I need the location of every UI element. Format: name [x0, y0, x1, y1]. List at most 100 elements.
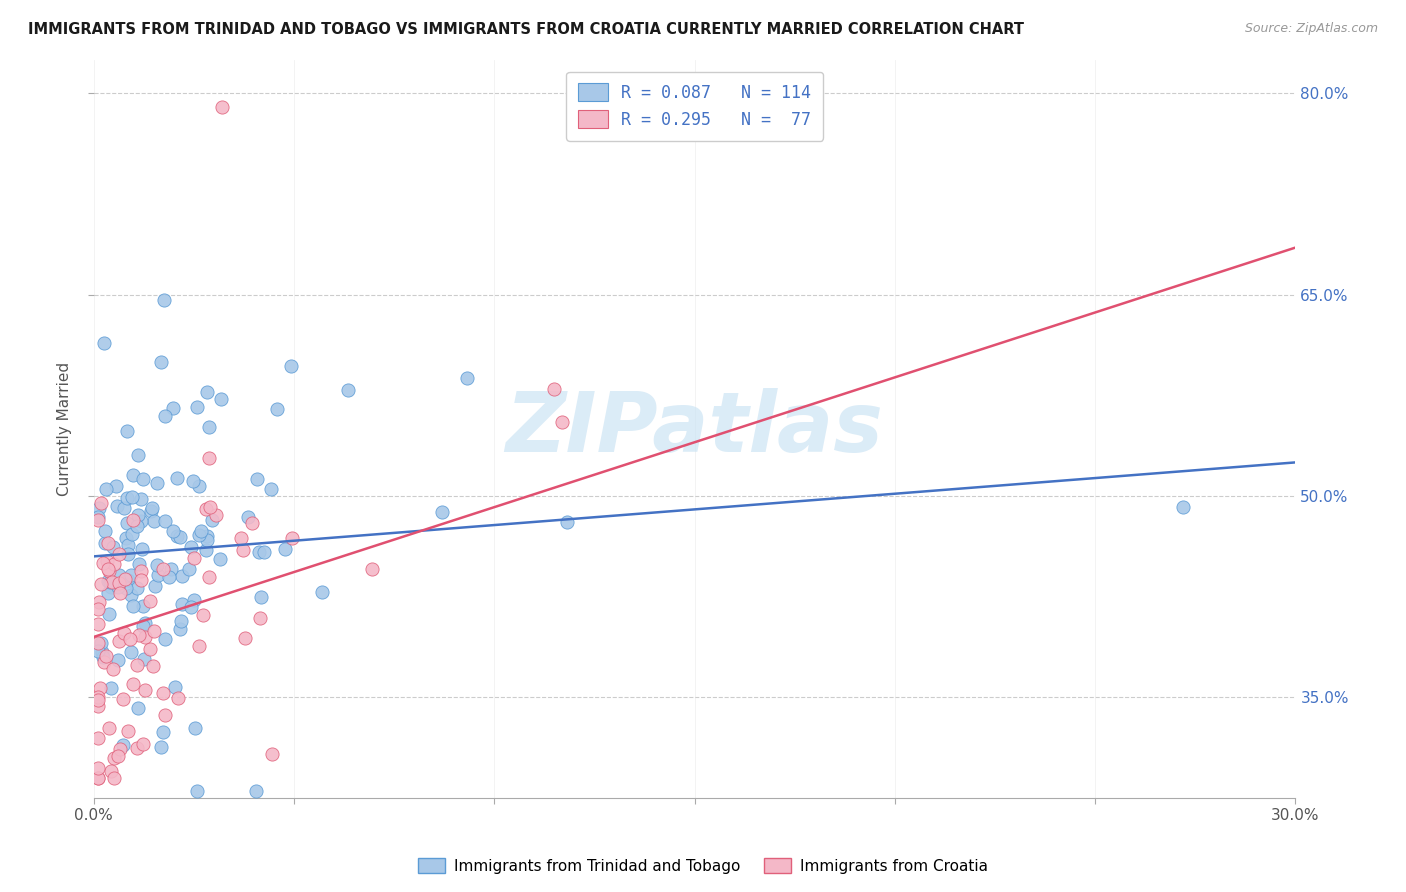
Point: [1173, 500, 1195, 514]
Legend: Immigrants from Trinidad and Tobago, Immigrants from Croatia: Immigrants from Trinidad and Tobago, Imm…: [412, 852, 994, 880]
Point: [543, 382, 565, 396]
Point: [152, 562, 174, 576]
Point: [201, 513, 224, 527]
Point: [131, 599, 153, 613]
Point: [103, 771, 125, 785]
Legend: R = 0.087   N = 114, R = 0.295   N =  77: R = 0.087 N = 114, R = 0.295 N = 77: [567, 71, 823, 141]
Point: [120, 567, 142, 582]
Point: [186, 784, 208, 798]
Y-axis label: Currently Married: Currently Married: [58, 362, 72, 496]
Text: Source: ZipAtlas.com: Source: ZipAtlas.com: [1244, 22, 1378, 36]
Point: [101, 540, 124, 554]
Point: [139, 641, 162, 656]
Point: [97, 721, 120, 735]
Point: [120, 588, 142, 602]
Point: [86, 690, 108, 704]
Point: [86, 510, 108, 524]
Point: [170, 597, 193, 611]
Point: [170, 614, 193, 628]
Point: [86, 617, 108, 632]
Point: [97, 536, 120, 550]
Point: [86, 731, 108, 745]
Point: [101, 662, 124, 676]
Point: [94, 649, 117, 664]
Point: [131, 542, 153, 557]
Point: [134, 630, 156, 644]
Point: [86, 761, 108, 775]
Point: [146, 476, 169, 491]
Point: [200, 500, 222, 514]
Text: ZIPatlas: ZIPatlas: [506, 388, 883, 469]
Point: [108, 575, 131, 590]
Point: [169, 530, 191, 544]
Point: [233, 632, 256, 646]
Point: [141, 500, 163, 515]
Point: [262, 747, 284, 762]
Point: [145, 558, 167, 573]
Point: [108, 741, 131, 756]
Point: [107, 653, 129, 667]
Point: [117, 538, 139, 552]
Point: [127, 581, 149, 595]
Point: [112, 626, 135, 640]
Point: [97, 586, 120, 600]
Point: [191, 607, 214, 622]
Point: [111, 691, 134, 706]
Point: [551, 415, 574, 429]
Point: [114, 572, 136, 586]
Point: [108, 547, 131, 561]
Point: [186, 400, 208, 414]
Point: [153, 632, 176, 647]
Point: [149, 355, 172, 369]
Point: [131, 472, 153, 486]
Point: [198, 570, 221, 584]
Point: [122, 467, 145, 482]
Point: [132, 652, 155, 666]
Point: [86, 602, 108, 616]
Point: [100, 681, 122, 695]
Point: [86, 771, 108, 785]
Point: [127, 701, 149, 715]
Point: [162, 524, 184, 538]
Point: [108, 586, 131, 600]
Point: [148, 567, 170, 582]
Point: [90, 496, 112, 510]
Point: [86, 643, 108, 657]
Point: [129, 514, 152, 528]
Point: [134, 682, 156, 697]
Point: [197, 420, 219, 434]
Point: [167, 691, 190, 706]
Point: [93, 536, 115, 550]
Point: [336, 383, 359, 397]
Point: [127, 508, 149, 522]
Point: [195, 502, 218, 516]
Point: [160, 562, 183, 576]
Point: [91, 556, 114, 570]
Point: [125, 658, 148, 673]
Point: [280, 359, 302, 374]
Text: IMMIGRANTS FROM TRINIDAD AND TOBAGO VS IMMIGRANTS FROM CROATIA CURRENTLY MARRIED: IMMIGRANTS FROM TRINIDAD AND TOBAGO VS I…: [28, 22, 1024, 37]
Point: [187, 527, 209, 541]
Point: [90, 577, 112, 591]
Point: [143, 624, 166, 639]
Point: [179, 562, 201, 576]
Point: [105, 500, 128, 514]
Point: [90, 635, 112, 649]
Point: [86, 636, 108, 650]
Point: [100, 580, 122, 594]
Point: [169, 622, 191, 636]
Point: [195, 529, 218, 543]
Point: [97, 607, 120, 622]
Point: [107, 749, 129, 764]
Point: [281, 531, 304, 545]
Point: [96, 554, 118, 568]
Point: [115, 516, 138, 530]
Point: [187, 479, 209, 493]
Point: [112, 501, 135, 516]
Point: [114, 581, 136, 595]
Point: [132, 618, 155, 632]
Point: [127, 741, 149, 756]
Point: [103, 557, 125, 571]
Point: [260, 482, 283, 496]
Point: [152, 725, 174, 739]
